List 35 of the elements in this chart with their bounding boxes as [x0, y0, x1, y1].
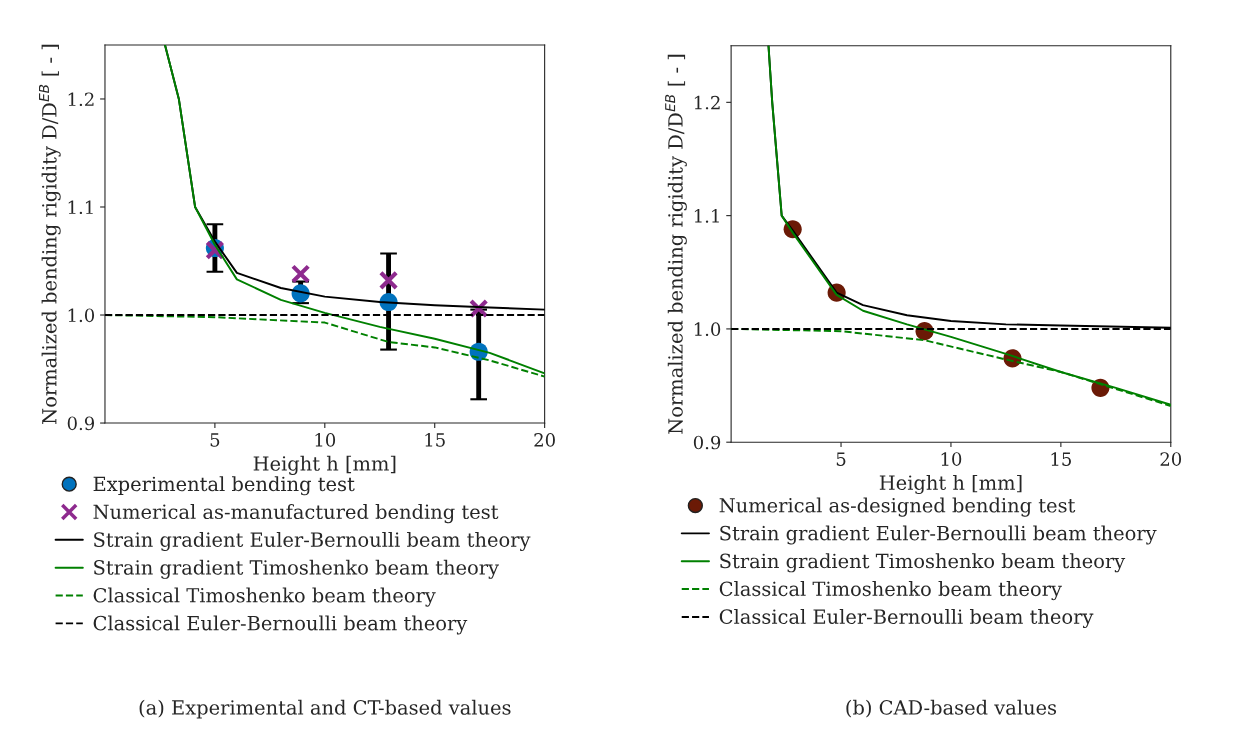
text: (a) Experimental and CT-based values: [139, 699, 511, 719]
y-tick-label: 0.9: [693, 435, 721, 450]
x-axis-title: Height h [mm]: [253, 455, 396, 475]
legend-label: Strain gradient Euler-Bernoulli beam theory: [94, 531, 531, 551]
point: [378, 270, 399, 291]
y-tick-label: 1.2: [694, 95, 720, 110]
legend-label: Classical Timoshenko beam theory: [93, 587, 436, 607]
x-tick-label: 10: [315, 433, 336, 447]
legend-label: Experimental bending test: [93, 476, 355, 496]
legend-label: Strain gradient Euler-Bernoulli beam theory: [720, 525, 1157, 545]
y-tick-label: 1.1: [694, 209, 719, 223]
y-tick-label: 1.1: [68, 200, 93, 215]
y-axis-title: Normalized bending rigidity D/D$^{EB}$ [ - ]: [39, 44, 61, 424]
legend-label: Classical Euler-Bernoulli beam theory: [719, 608, 1094, 629]
legend-label: Numerical as-manufactured bending test: [93, 504, 499, 524]
x-axis-title: Height h [mm]: [879, 474, 1022, 495]
x-tick-label: 5: [210, 433, 220, 447]
x-tick-label: 15: [425, 433, 445, 447]
x-tick-label: 10: [941, 452, 962, 466]
x-tick-label: 15: [1051, 452, 1071, 466]
x-tick-label: 20: [1160, 452, 1182, 466]
y-tick-label: 1.2: [68, 92, 94, 107]
y-tick-label: 0.9: [67, 416, 95, 431]
text: (b) CAD-based values: [846, 699, 1057, 718]
point: [290, 264, 311, 284]
y-tick-label: 1.0: [68, 308, 95, 323]
legend-label: Numerical as-designed bending test: [719, 497, 1076, 517]
y-tick-label: 1.0: [694, 322, 721, 337]
legend-label: Strain gradient Timoshenko beam theory: [720, 553, 1126, 573]
x-tick-label: 20: [534, 433, 555, 447]
x-tick-label: 5: [836, 452, 846, 466]
legend-label: Strain gradient Timoshenko beam theory: [94, 559, 499, 579]
y-axis-title: Normalized bending rigidity D/D$^{EB}$ [ - ]: [665, 54, 687, 434]
legend-label: Classical Euler-Bernoulli beam theory: [93, 615, 468, 635]
legend-label: Classical Timoshenko beam theory: [719, 581, 1062, 601]
